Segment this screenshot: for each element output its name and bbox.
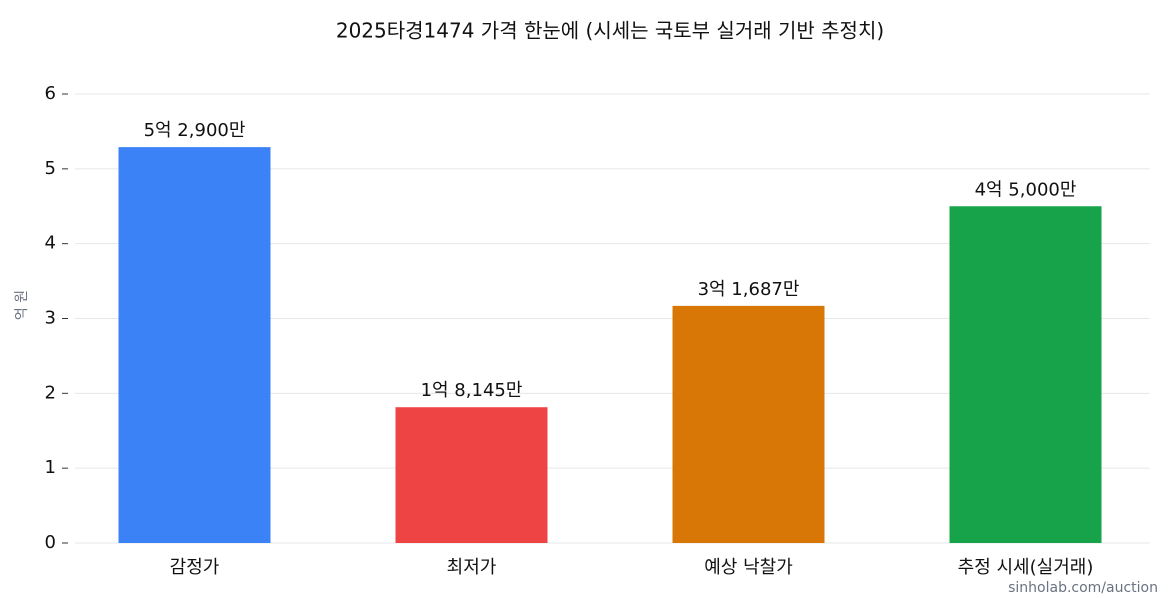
x-tick-label: 예상 낙찰가 [704,557,793,578]
x-tick-label: 감정가 [170,557,220,578]
bar [949,206,1102,543]
value-label: 5억 2,900만 [144,120,246,141]
bar [118,147,271,544]
chart-title: 2025타경1474 가격 한눈에 (시세는 국토부 실거래 기반 추정치) [336,19,884,43]
y-tick-label: 3 [45,308,56,329]
x-tick-label: 추정 시세(실거래) [958,557,1094,578]
watermark: sinholab.com/auction [1008,580,1158,596]
y-tick-label: 6 [45,83,56,104]
value-label: 4억 5,000만 [975,179,1077,200]
y-tick-label: 0 [45,532,56,553]
y-axis-label: 억 원 [14,290,30,320]
y-tick-label: 5 [45,158,56,179]
y-tick-label: 1 [45,457,56,478]
value-label: 1억 8,145만 [421,380,523,401]
bar [395,407,548,543]
y-tick-label: 4 [45,233,56,254]
y-tick-label: 2 [45,382,56,403]
x-tick-label: 최저가 [447,557,497,578]
bar [672,305,825,543]
value-label: 3억 1,687만 [698,279,800,300]
